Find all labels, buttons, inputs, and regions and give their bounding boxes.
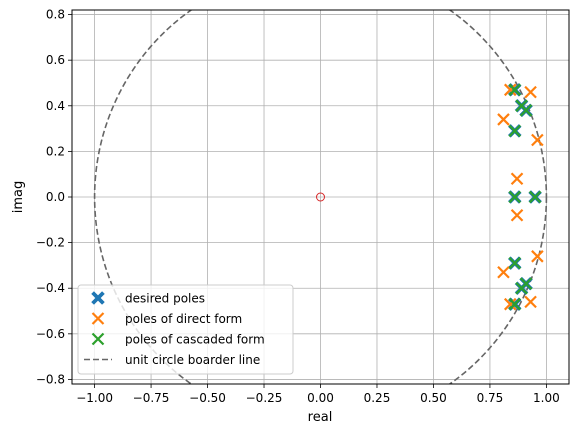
legend-swatch-direct-form (91, 312, 105, 325)
direct-form-pole-point (531, 133, 544, 147)
direct-form-pole-point (497, 113, 510, 126)
cascaded-form-pole-point (508, 190, 522, 204)
zero-point (316, 192, 325, 202)
x-axis-label: real (308, 410, 333, 425)
x-tick-label: 0.75 (477, 391, 504, 405)
legend-label: unit circle boarder line (125, 353, 260, 367)
legend-box (77, 284, 294, 375)
y-tick-label: 0.0 (46, 190, 65, 204)
unit-circle-line (93, 10, 548, 384)
x-tick-label: 0.00 (307, 391, 334, 405)
cascaded-form-pole-point (508, 83, 522, 97)
x-tick-label: 0.25 (364, 391, 391, 405)
legend-label: poles of cascaded form (125, 333, 265, 347)
direct-form-pole-point (510, 172, 524, 186)
direct-form-pole-point (524, 85, 537, 99)
y-axis-ticks: −0.8 −0.6 −0.4 −0.2 0.0 0.2 0.4 0.6 0.8 (36, 8, 72, 386)
y-tick-label: −0.6 (36, 327, 65, 341)
x-tick-label: −1.00 (76, 391, 113, 405)
x-tick-label: −0.50 (189, 391, 226, 405)
unit-circle-layer (93, 10, 548, 384)
y-tick-label: 0.2 (46, 144, 65, 158)
y-tick-label: 0.8 (46, 8, 65, 22)
y-tick-label: −0.2 (36, 236, 65, 250)
cascaded-form-pole-point (528, 190, 542, 204)
y-tick-label: 0.6 (46, 53, 65, 67)
x-tick-label: 0.50 (420, 391, 447, 405)
direct-form-pole-point (503, 297, 517, 311)
markers-layer (316, 82, 544, 312)
x-tick-label: −0.75 (133, 391, 170, 405)
y-axis-label: imag (11, 181, 26, 214)
cascaded-form-pole-point (508, 124, 522, 138)
direct-form-pole-point (531, 250, 544, 263)
legend-swatch-cascaded-form (91, 332, 105, 346)
y-tick-label: −0.4 (36, 281, 65, 295)
x-tick-label: −0.25 (246, 391, 283, 405)
cascaded-form-pole-point (515, 281, 528, 295)
x-tick-label: 1.00 (533, 391, 560, 405)
direct-form-pole-point (497, 265, 510, 279)
cascaded-form-pole-point (508, 256, 522, 270)
cascaded-form-pole-point (519, 104, 533, 117)
direct-form-pole-point (524, 295, 537, 309)
x-axis-ticks: −1.00 −0.75 −0.50 −0.25 0.00 0.25 0.50 0.75 1.00 (76, 384, 560, 405)
y-tick-label: 0.4 (46, 99, 65, 113)
legend: desired poles poles of direct form poles o… (77, 284, 294, 375)
y-tick-label: −0.8 (36, 372, 65, 386)
cascaded-form-pole-point (508, 297, 522, 311)
legend-label: poles of direct form (125, 312, 242, 326)
direct-form-pole-point (503, 83, 517, 97)
legend-label: desired poles (125, 292, 205, 306)
legend-swatch-desired-poles (91, 291, 105, 305)
direct-form-pole-point (510, 208, 524, 222)
